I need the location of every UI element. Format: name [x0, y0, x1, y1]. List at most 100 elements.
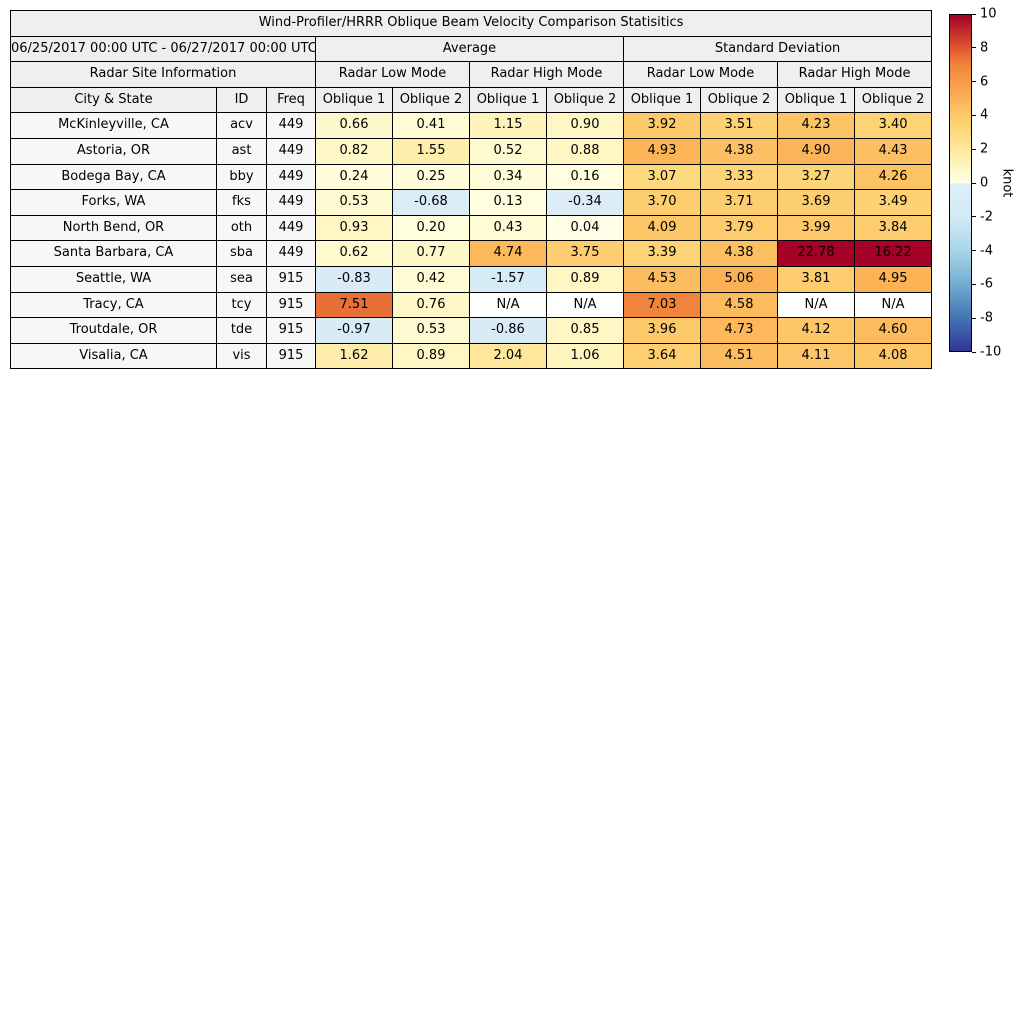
site-id-cell: tcy — [216, 291, 267, 319]
freq-cell: 449 — [266, 137, 316, 165]
freq-cell: 915 — [266, 317, 316, 344]
colorbar-tick-label: -4 — [980, 243, 993, 259]
value-cell: 4.90 — [777, 137, 855, 165]
value-cell: -0.68 — [392, 189, 470, 216]
value-cell: 1.55 — [392, 137, 470, 165]
value-cell: 4.60 — [853, 317, 933, 344]
value-cell: 0.53 — [392, 317, 470, 344]
value-cell: 3.49 — [853, 189, 933, 216]
value-cell: 4.93 — [623, 137, 701, 165]
section-header-row: 06/25/2017 00:00 UTC - 06/27/2017 00:00 … — [10, 35, 933, 63]
freq-cell: 915 — [266, 342, 316, 370]
value-cell: 3.92 — [623, 112, 701, 139]
value-cell: 4.73 — [700, 317, 778, 344]
table-row: Troutdale, OR tde 915 -0.97 0.53 -0.86 0.85 3.9… — [10, 317, 933, 344]
table-row: Santa Barbara, CA sba 449 0.62 0.77 4.74 3.75 3… — [10, 240, 933, 267]
site-id-cell: oth — [216, 214, 267, 242]
table-body: McKinleyville, CA acv 449 0.66 0.41 1.15 0.90 3… — [10, 112, 933, 370]
value-cell: 3.64 — [623, 342, 701, 370]
col-header-oblique2: Oblique 2 — [546, 86, 624, 114]
table-row: Bodega Bay, CA bby 449 0.24 0.25 0.34 0.16 3.07… — [10, 163, 933, 191]
value-cell: 0.53 — [315, 189, 393, 216]
colorbar-tick-label: 2 — [980, 141, 989, 157]
mode-header-row: Radar Site Information Radar Low Mode Ra… — [10, 61, 933, 88]
freq-cell: 449 — [266, 240, 316, 267]
value-cell: N/A — [853, 291, 933, 319]
value-cell: 7.03 — [623, 291, 701, 319]
city-cell: Visalia, CA — [10, 342, 217, 370]
value-cell: 4.53 — [623, 265, 701, 293]
value-cell: 3.07 — [623, 163, 701, 191]
value-cell: 7.51 — [315, 291, 393, 319]
value-cell: 4.08 — [853, 342, 933, 370]
city-cell: North Bend, OR — [10, 214, 217, 242]
value-cell: 0.62 — [315, 240, 393, 267]
colorbar-tick-mark — [972, 283, 976, 285]
col-header-oblique2: Oblique 2 — [853, 86, 933, 114]
col-header-oblique1: Oblique 1 — [623, 86, 701, 114]
column-header-row: City & State ID Freq Oblique 1 Oblique 2… — [10, 86, 933, 114]
city-cell: Tracy, CA — [10, 291, 217, 319]
value-cell: 4.51 — [700, 342, 778, 370]
site-id-cell: tde — [216, 317, 267, 344]
table-row: McKinleyville, CA acv 449 0.66 0.41 1.15 0.90 3… — [10, 112, 933, 139]
value-cell: 4.12 — [777, 317, 855, 344]
value-cell: 0.88 — [546, 137, 624, 165]
value-cell: 4.38 — [700, 137, 778, 165]
value-cell: 3.69 — [777, 189, 855, 216]
col-header-freq: Freq — [266, 86, 316, 114]
comparison-table: Wind-Profiler/HRRR Oblique Beam Velocity… — [9, 10, 933, 370]
value-cell: 0.25 — [392, 163, 470, 191]
value-cell: 3.27 — [777, 163, 855, 191]
value-cell: 0.66 — [315, 112, 393, 139]
value-cell: 0.04 — [546, 214, 624, 242]
col-header-oblique2: Oblique 2 — [392, 86, 470, 114]
std-high-mode-header: Radar High Mode — [776, 61, 933, 88]
value-cell: 4.26 — [853, 163, 933, 191]
site-id-cell: sba — [216, 240, 267, 267]
freq-cell: 449 — [266, 163, 316, 191]
value-cell: 4.23 — [777, 112, 855, 139]
colorbar-tick-label: -10 — [980, 344, 1002, 360]
value-cell: 1.62 — [315, 342, 393, 370]
colorbar-tick-mark — [972, 47, 976, 49]
colorbar-tick-label: 4 — [980, 107, 989, 123]
value-cell: -1.57 — [469, 265, 547, 293]
colorbar-tick-label: 10 — [980, 6, 997, 22]
colorbar-tick-mark — [972, 182, 976, 184]
col-header-oblique1: Oblique 1 — [469, 86, 547, 114]
std-low-mode-header: Radar Low Mode — [623, 61, 778, 88]
colorbar-tick-label: 8 — [980, 40, 989, 56]
colorbar-tick-label: -8 — [980, 310, 993, 326]
value-cell: 4.58 — [700, 291, 778, 319]
value-cell: N/A — [469, 291, 547, 319]
value-cell: 3.84 — [853, 214, 933, 242]
table-row: Astoria, OR ast 449 0.82 1.55 0.52 0.88 4.93 4.3… — [10, 137, 933, 165]
value-cell: 0.41 — [392, 112, 470, 139]
avg-high-mode-header: Radar High Mode — [469, 61, 624, 88]
value-cell: -0.34 — [546, 189, 624, 216]
value-cell: 16.22 — [853, 240, 933, 267]
avg-low-mode-header: Radar Low Mode — [315, 61, 470, 88]
site-id-cell: ast — [216, 137, 267, 165]
freq-cell: 915 — [266, 265, 316, 293]
city-cell: Seattle, WA — [10, 265, 217, 293]
value-cell: 0.90 — [546, 112, 624, 139]
colorbar-tick-label: -6 — [980, 276, 993, 292]
value-cell: 3.79 — [700, 214, 778, 242]
table-row: Visalia, CA vis 915 1.62 0.89 2.04 1.06 3.64 4.5… — [10, 342, 933, 370]
col-header-id: ID — [216, 86, 267, 114]
value-cell: 0.13 — [469, 189, 547, 216]
value-cell: 0.93 — [315, 214, 393, 242]
value-cell: 3.71 — [700, 189, 778, 216]
value-cell: 0.16 — [546, 163, 624, 191]
value-cell: 0.85 — [546, 317, 624, 344]
value-cell: 0.34 — [469, 163, 547, 191]
site-info-header: Radar Site Information — [10, 61, 316, 88]
value-cell: 0.43 — [469, 214, 547, 242]
std-section-header: Standard Deviation — [622, 35, 933, 63]
value-cell: 22.78 — [777, 240, 855, 267]
value-cell: 3.75 — [546, 240, 624, 267]
colorbar-tick-mark — [972, 250, 976, 252]
colorbar-tick-mark — [972, 81, 976, 83]
